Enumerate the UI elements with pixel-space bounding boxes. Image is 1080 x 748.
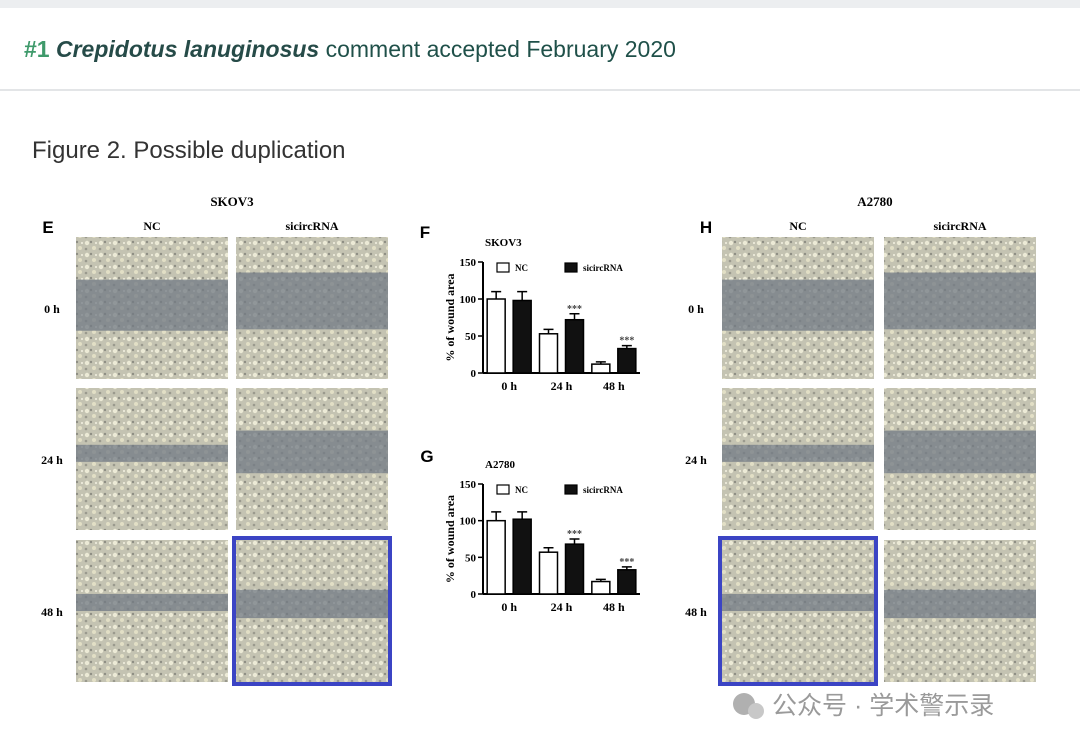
row-label: 48 h xyxy=(41,605,63,619)
commenter-name[interactable]: Crepidotus lanuginosus xyxy=(56,36,319,62)
panel-letter: G xyxy=(420,447,433,466)
bar xyxy=(512,299,532,374)
chart-title: SKOV3 xyxy=(485,237,522,249)
bar xyxy=(512,518,532,595)
error-bar xyxy=(517,511,528,520)
legend-swatch xyxy=(496,262,510,273)
y-axis-label: % of wound area xyxy=(443,273,457,361)
watermark-icon xyxy=(748,703,764,719)
panel-title: SKOV3 xyxy=(210,194,254,209)
figure: E SKOV3 NC sicircRNA 0 h 24 h 48 h H A2780 NC sici… xyxy=(41,194,1036,686)
wound-gap xyxy=(236,272,388,330)
top-bar xyxy=(0,0,1080,8)
bar xyxy=(591,363,611,374)
bar xyxy=(617,347,637,374)
significance-label: *** xyxy=(567,529,582,540)
legend-label: NC xyxy=(515,263,528,273)
legend-swatch xyxy=(564,484,578,495)
significance-label: *** xyxy=(619,336,634,347)
highlight-box xyxy=(718,536,878,686)
y-tick-label: 50 xyxy=(465,331,477,343)
bar xyxy=(617,569,637,595)
panel-letter: F xyxy=(420,223,430,242)
bar xyxy=(538,333,559,374)
error-bar xyxy=(595,361,606,365)
watermark-text: 公众号 · 学术警示录 xyxy=(772,692,994,720)
error-bar xyxy=(491,511,502,521)
wound-gap xyxy=(722,279,874,331)
bar xyxy=(486,298,506,374)
error-bar xyxy=(543,328,554,334)
legend-label: sicircRNA xyxy=(583,485,623,495)
legend-swatch xyxy=(496,484,510,495)
x-tick-label: 0 h xyxy=(501,600,517,614)
wound-gap xyxy=(722,593,874,611)
highlight-box xyxy=(232,536,392,686)
comment-header: #1 Crepidotus lanuginosus comment accept… xyxy=(24,36,676,62)
y-tick-label: 150 xyxy=(460,479,477,491)
bar xyxy=(591,580,611,595)
wound-gap xyxy=(884,430,1036,474)
error-bar xyxy=(569,538,580,545)
column-label: NC xyxy=(789,219,806,233)
row-label: 24 h xyxy=(685,453,707,467)
y-tick-label: 100 xyxy=(460,516,477,528)
x-tick-label: 48 h xyxy=(603,600,625,614)
bar xyxy=(486,519,506,595)
comment-status: comment accepted February 2020 xyxy=(326,36,676,62)
wound-gap xyxy=(722,444,874,462)
panel-title: A2780 xyxy=(857,194,892,209)
column-label: sicircRNA xyxy=(285,219,338,233)
column-label: sicircRNA xyxy=(933,219,986,233)
comment-number: #1 xyxy=(24,36,50,62)
panel-letter: H xyxy=(700,218,712,237)
error-bar xyxy=(491,290,502,299)
x-tick-label: 24 h xyxy=(551,379,573,393)
error-bar xyxy=(621,566,632,570)
row-label: 24 h xyxy=(41,453,63,467)
wound-gap xyxy=(76,593,228,611)
significance-label: *** xyxy=(619,557,634,568)
y-tick-label: 0 xyxy=(471,368,477,380)
error-bar xyxy=(569,313,580,320)
row-label: 0 h xyxy=(44,302,60,316)
x-tick-label: 48 h xyxy=(603,379,625,393)
x-tick-label: 0 h xyxy=(501,379,517,393)
error-bar xyxy=(595,578,606,582)
error-bar xyxy=(621,344,632,349)
significance-label: *** xyxy=(567,304,582,315)
bar xyxy=(564,543,585,595)
watermark: 公众号 · 学术警示录 xyxy=(733,692,994,720)
y-tick-label: 50 xyxy=(465,552,477,564)
wound-gap xyxy=(884,589,1036,619)
error-bar xyxy=(543,547,554,553)
y-tick-label: 150 xyxy=(460,257,477,269)
figure-caption: Figure 2. Possible duplication xyxy=(32,137,346,164)
row-label: 0 h xyxy=(688,302,704,316)
bar xyxy=(538,551,559,595)
wound-gap xyxy=(236,430,388,474)
chart-title: A2780 xyxy=(485,459,515,471)
y-axis-label: % of wound area xyxy=(443,495,457,583)
column-label: NC xyxy=(143,219,160,233)
row-label: 48 h xyxy=(685,605,707,619)
wound-gap xyxy=(236,589,388,619)
x-tick-label: 24 h xyxy=(551,600,573,614)
legend-label: sicircRNA xyxy=(583,263,623,273)
panel-letter: E xyxy=(42,218,53,237)
y-tick-label: 100 xyxy=(460,294,477,306)
y-tick-label: 0 xyxy=(471,589,477,601)
wound-gap xyxy=(76,279,228,331)
wound-gap xyxy=(76,444,228,462)
wound-gap xyxy=(884,272,1036,330)
bar xyxy=(564,318,585,374)
error-bar xyxy=(517,290,528,301)
legend-label: NC xyxy=(515,485,528,495)
legend-swatch xyxy=(564,262,578,273)
